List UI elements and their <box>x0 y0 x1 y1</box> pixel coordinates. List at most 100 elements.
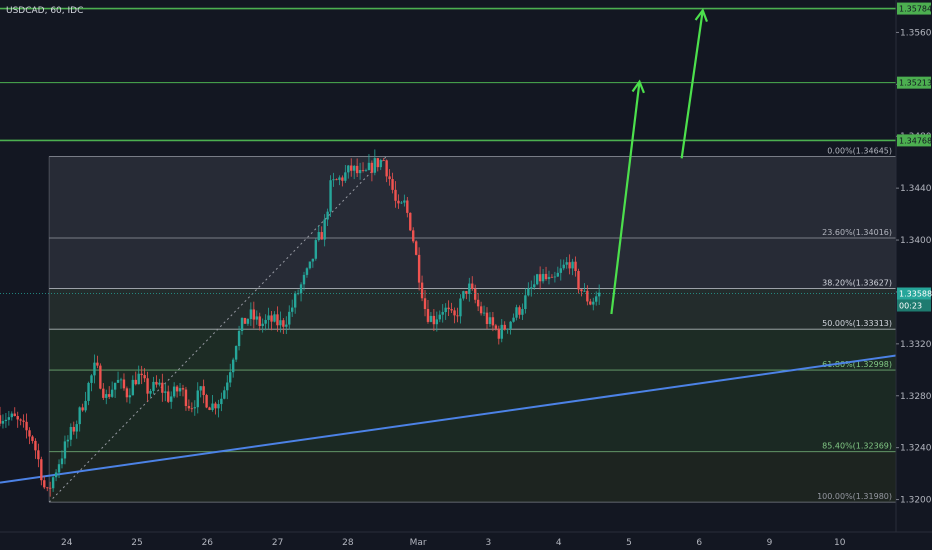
trendline[interactable] <box>0 354 897 484</box>
candle-body <box>476 299 480 307</box>
candle-body <box>403 200 406 203</box>
xtick-label: 28 <box>342 538 354 548</box>
candle-body <box>329 180 332 212</box>
candle-body <box>249 309 253 319</box>
candle-body <box>264 319 267 324</box>
candle-body <box>285 324 288 327</box>
candle-body <box>299 284 303 294</box>
candle-body <box>87 382 90 401</box>
candle-body <box>217 404 220 409</box>
candle-body <box>155 381 158 385</box>
candle-body <box>175 386 179 392</box>
fib-label-5: 85.40%(1.32369) <box>822 442 892 451</box>
candle-body <box>580 289 583 292</box>
candle-body <box>556 272 560 277</box>
fib-zone <box>49 451 897 503</box>
xtick-label: 26 <box>202 538 214 548</box>
candle-body <box>471 283 474 289</box>
chart-title: USDCAD, 60, IDC <box>6 6 83 16</box>
candle-body <box>394 189 397 201</box>
fib-label-2: 38.20%(1.33627) <box>822 278 892 287</box>
candle-body <box>597 292 601 297</box>
candle-body <box>521 309 524 315</box>
candle-body <box>341 177 344 181</box>
candle-body <box>134 379 137 385</box>
candle-body <box>314 240 318 259</box>
candle-body <box>31 436 34 441</box>
candle-body <box>178 388 182 392</box>
xtick-label: 5 <box>626 538 632 548</box>
candle-body <box>400 202 403 204</box>
candle-body <box>69 426 73 440</box>
candle-body <box>4 419 8 422</box>
candles <box>0 149 601 497</box>
candle-body <box>196 390 199 408</box>
candle-body <box>96 362 99 366</box>
candle-body <box>382 160 385 161</box>
candle-body <box>37 450 40 460</box>
candle-body <box>28 430 31 437</box>
candle-body <box>240 317 244 331</box>
candle-body <box>140 373 143 376</box>
xtick-label: Mar <box>410 538 427 548</box>
candle-body <box>211 403 214 410</box>
candle-body <box>441 312 444 315</box>
xtick-label: 6 <box>696 538 702 548</box>
fib-fill-zones <box>48 156 897 503</box>
candle-body <box>506 328 509 330</box>
price-axis[interactable] <box>896 0 932 532</box>
candle-body <box>450 309 453 311</box>
candle-body <box>385 160 388 177</box>
candle-body <box>358 170 362 174</box>
candle-body <box>293 293 297 308</box>
arrow-shaft-0[interactable] <box>610 81 641 315</box>
candle-body <box>482 312 486 314</box>
fib-anchor-diagonal <box>48 156 387 503</box>
candle-body <box>125 388 129 398</box>
current-price-tag: 1.33588 <box>899 290 932 299</box>
ytick-label: 1.35600 <box>900 28 932 38</box>
candle-body <box>559 268 562 273</box>
candle-body <box>57 464 61 473</box>
candle-body <box>361 170 365 171</box>
fib-zone <box>49 370 897 452</box>
candle-body <box>305 268 309 275</box>
xtick-label: 27 <box>272 538 283 548</box>
candle-body <box>81 407 84 411</box>
candle-body <box>352 165 356 171</box>
arrow-shaft-1[interactable] <box>680 10 704 159</box>
candle-body <box>586 290 589 302</box>
candle-body <box>143 375 146 379</box>
candle-body <box>453 310 456 316</box>
candle-body <box>63 441 67 459</box>
candle-body <box>93 362 96 376</box>
resistance-tag-0: 1.35784 <box>899 5 932 14</box>
candle-body <box>181 388 185 390</box>
candle-body <box>270 315 273 322</box>
candle-body <box>40 459 43 481</box>
candle-body <box>420 282 424 299</box>
candle-body <box>279 320 282 326</box>
candle-body <box>335 179 338 181</box>
candle-body <box>48 487 52 489</box>
fib-label-4: 61.80%(1.32998) <box>822 360 892 369</box>
candle-body <box>199 386 202 391</box>
candle-body <box>370 162 374 173</box>
candle-body <box>565 262 568 265</box>
candle-body <box>252 309 256 320</box>
candle-body <box>571 261 574 269</box>
candle-body <box>51 477 55 489</box>
xtick-label: 9 <box>767 538 773 548</box>
time-axis[interactable] <box>0 532 932 550</box>
arrow-head-0 <box>631 79 645 94</box>
candle-body <box>172 386 176 397</box>
candle-body <box>119 379 123 381</box>
candle-body <box>237 330 241 347</box>
candle-body <box>231 359 235 373</box>
ytick-label: 1.32800 <box>900 392 932 402</box>
candle-body <box>379 160 382 168</box>
candle-body <box>518 307 521 315</box>
candle-body <box>503 324 506 330</box>
